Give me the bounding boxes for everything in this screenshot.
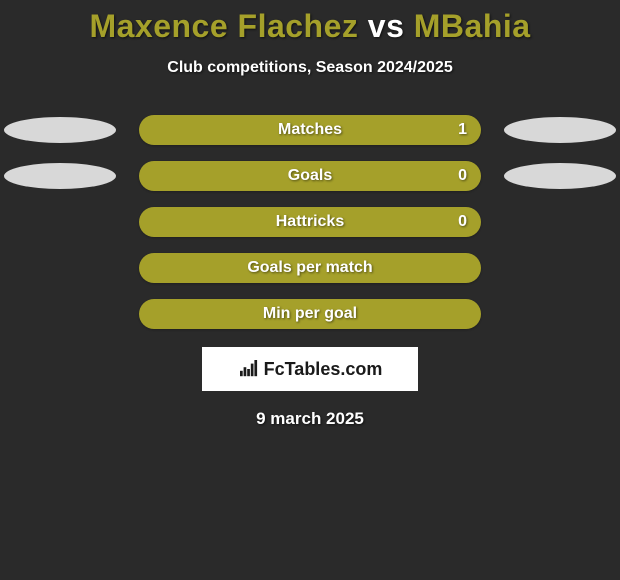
- comparison-title: Maxence Flachez vs MBahia: [0, 8, 620, 45]
- stat-row: Min per goal: [0, 291, 620, 337]
- stat-row: Hattricks 0: [0, 199, 620, 245]
- date-label: 9 march 2025: [0, 409, 620, 429]
- bars-icon: [238, 360, 260, 378]
- player2-name: MBahia: [414, 8, 531, 44]
- stat-value: 0: [458, 167, 467, 185]
- brand-badge: FcTables.com: [202, 347, 418, 391]
- player2-oval: [504, 163, 616, 189]
- stat-bar-min-per-goal: Min per goal: [139, 299, 481, 329]
- subtitle: Club competitions, Season 2024/2025: [0, 59, 620, 77]
- stat-bar-goals: Goals 0: [139, 161, 481, 191]
- stat-label: Goals: [288, 167, 332, 185]
- player1-oval: [4, 163, 116, 189]
- stat-rows: Matches 1 Goals 0 Hattricks 0 Goals: [0, 107, 620, 337]
- stat-row: Goals per match: [0, 245, 620, 291]
- stat-value: 0: [458, 213, 467, 231]
- stat-row: Matches 1: [0, 107, 620, 153]
- player1-name: Maxence Flachez: [89, 8, 358, 44]
- stat-label: Min per goal: [263, 305, 357, 323]
- stat-label: Matches: [278, 121, 342, 139]
- player2-oval: [504, 117, 616, 143]
- infographic-root: Maxence Flachez vs MBahia Club competiti…: [0, 0, 620, 429]
- player1-oval: [4, 117, 116, 143]
- vs-label: vs: [368, 8, 405, 44]
- stat-bar-goals-per-match: Goals per match: [139, 253, 481, 283]
- stat-value: 1: [458, 121, 467, 139]
- stat-bar-hattricks: Hattricks 0: [139, 207, 481, 237]
- stat-label: Hattricks: [276, 213, 344, 231]
- stat-row: Goals 0: [0, 153, 620, 199]
- stat-label: Goals per match: [247, 259, 372, 277]
- stat-bar-matches: Matches 1: [139, 115, 481, 145]
- brand-text: FcTables.com: [264, 359, 383, 380]
